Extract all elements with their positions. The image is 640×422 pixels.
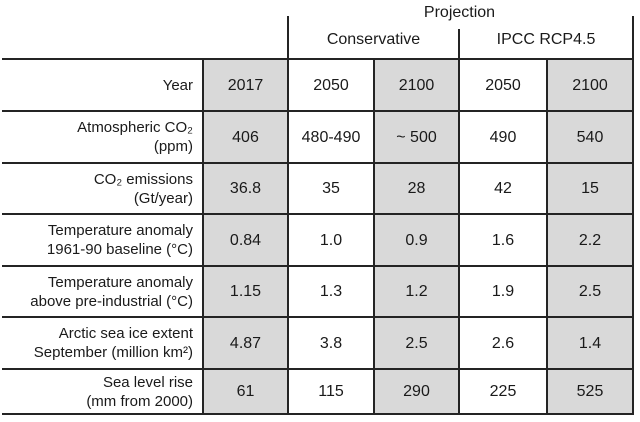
value-cell: 36.8 bbox=[202, 164, 287, 215]
header-divider-right bbox=[632, 16, 634, 58]
value-cell: 2050 bbox=[287, 60, 373, 112]
value-cell: 290 bbox=[373, 370, 458, 413]
value-cell: 2050 bbox=[458, 60, 546, 112]
row-label-atmospheric-co2: Atmospheric CO₂ (ppm) bbox=[2, 112, 202, 164]
group-header-conservative: Conservative bbox=[326, 31, 421, 48]
value-cell: 2.5 bbox=[546, 267, 634, 318]
value-cell: 2.5 bbox=[373, 318, 458, 370]
value-cell: 115 bbox=[287, 370, 373, 413]
value-cell: 3.8 bbox=[287, 318, 373, 370]
value-cell: 1.6 bbox=[458, 215, 546, 267]
value-cell: 15 bbox=[546, 164, 634, 215]
value-cell: 406 bbox=[202, 112, 287, 164]
row-label-arctic-sea-ice: Arctic sea ice extent September (million … bbox=[2, 318, 202, 370]
row-label-sea-level-rise: Sea level rise (mm from 2000) bbox=[2, 370, 202, 413]
value-cell: 28 bbox=[373, 164, 458, 215]
value-cell: 490 bbox=[458, 112, 546, 164]
value-cell: 225 bbox=[458, 370, 546, 413]
value-cell: 1.15 bbox=[202, 267, 287, 318]
value-cell: 4.87 bbox=[202, 318, 287, 370]
value-cell: 0.84 bbox=[202, 215, 287, 267]
value-cell: 35 bbox=[287, 164, 373, 215]
value-cell: 1.9 bbox=[458, 267, 546, 318]
value-cell: 0.9 bbox=[373, 215, 458, 267]
group-header-ipcc: IPCC RCP4.5 bbox=[496, 31, 596, 48]
value-cell: 61 bbox=[202, 370, 287, 413]
value-cell: 2100 bbox=[546, 60, 634, 112]
value-cell: 2.6 bbox=[458, 318, 546, 370]
table-grid: Year 2017 2050 2100 2050 2100 Atmospheri… bbox=[2, 58, 634, 415]
value-cell: 2100 bbox=[373, 60, 458, 112]
projection-header: Projection bbox=[423, 4, 496, 21]
value-cell: 1.4 bbox=[546, 318, 634, 370]
header-divider-left bbox=[287, 16, 289, 58]
value-cell: 480-490 bbox=[287, 112, 373, 164]
value-cell: 2.2 bbox=[546, 215, 634, 267]
row-label-co2-emissions: CO₂ emissions (Gt/year) bbox=[2, 164, 202, 215]
value-cell: ~ 500 bbox=[373, 112, 458, 164]
value-cell: 1.3 bbox=[287, 267, 373, 318]
row-label-year: Year bbox=[2, 60, 202, 112]
value-cell: 540 bbox=[546, 112, 634, 164]
row-label-temp-anomaly-preindustrial: Temperature anomaly above pre-industrial … bbox=[2, 267, 202, 318]
value-cell: 2017 bbox=[202, 60, 287, 112]
value-cell: 1.0 bbox=[287, 215, 373, 267]
value-cell: 42 bbox=[458, 164, 546, 215]
row-label-temp-anomaly-baseline: Temperature anomaly 1961-90 baseline (°C) bbox=[2, 215, 202, 267]
header-divider-middle bbox=[458, 29, 460, 58]
value-cell: 1.2 bbox=[373, 267, 458, 318]
value-cell: 525 bbox=[546, 370, 634, 413]
